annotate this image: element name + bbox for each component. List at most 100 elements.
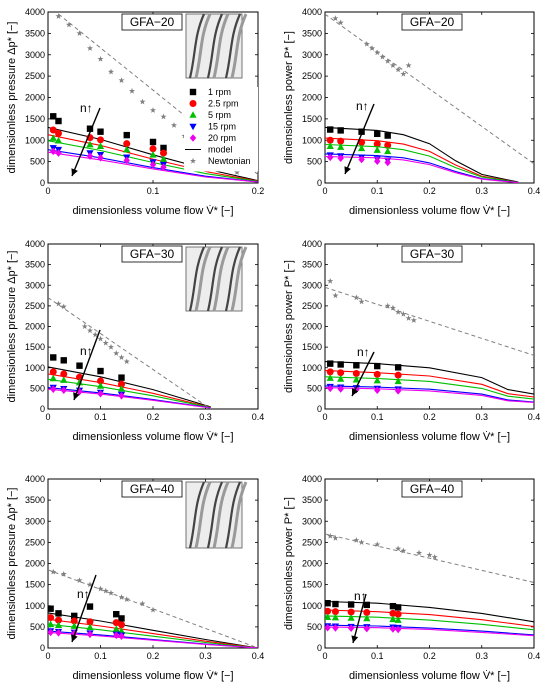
x-axis-label: dimensionless volume flow V̇* [−] [72,204,233,217]
speed-arrow [351,351,375,397]
data-point [389,625,397,633]
x-tick-label: 0 [322,186,327,196]
data-point [118,632,125,640]
data-point [358,128,365,135]
legend-label: model [208,145,233,155]
data-point [48,620,55,628]
y-tick-label: 2500 [25,301,45,311]
data-point [139,600,146,607]
legend-label: Newtonian [208,156,251,166]
y-tick-label: 1500 [25,342,45,352]
data-point [384,57,391,64]
series-newtonian [325,277,534,356]
data-point [55,117,62,125]
speed-arrow [352,593,367,644]
data-point [170,122,178,128]
data-point [118,392,125,400]
data-point [50,147,57,156]
y-tick-label: 3500 [302,260,322,270]
x-tick-label: 0.2 [423,186,436,196]
data-point [325,600,331,607]
legend-label: 15 rpm [208,122,236,132]
legend-label: 5 rpm [208,110,231,120]
data-point [86,140,94,148]
data-point [55,300,62,307]
data-point [410,317,417,323]
y-tick-label: 4000 [302,239,322,249]
series-newtonian [48,297,211,409]
speed-arrow-label: n↑ [356,99,369,113]
data-point [332,624,339,632]
data-point [384,141,392,149]
data-point [97,585,104,592]
data-point [400,547,407,554]
data-point [113,611,120,618]
data-point [65,21,73,28]
data-point [337,385,344,393]
data-point [50,354,57,361]
model-line [325,609,534,628]
x-tick-label: 0 [45,186,50,196]
y-tick-label: 3500 [25,28,45,38]
data-point [395,545,402,552]
data-point [374,49,381,56]
y-tick-label: 2500 [25,71,45,81]
data-point [389,609,397,617]
series-20-rpm [48,628,258,648]
data-point [331,613,340,621]
data-point [48,605,54,612]
series-20-rpm [325,384,534,403]
data-point [149,145,157,153]
data-point [337,19,344,26]
speed-arrow-head [71,168,78,176]
data-point [400,70,407,77]
data-point [374,157,381,165]
data-point [86,327,94,334]
data-point [50,385,57,393]
data-point [86,45,94,51]
model-line [325,626,534,637]
data-point [112,619,120,627]
data-point [347,608,355,616]
y-axis-label: dimensionless pressure Δp* [−] [6,488,18,640]
title-box [121,245,183,263]
panel-title: GFA−40 [130,482,175,496]
y-tick-label: 2000 [25,93,45,103]
data-point [60,376,68,383]
data-point [60,303,67,310]
speed-arrow [344,103,375,175]
data-point [60,386,67,395]
screw-shade [194,13,212,79]
y-tick-label: 1000 [25,135,45,145]
y-tick-label: 3500 [302,28,322,38]
screw-shade [230,246,248,312]
data-point [107,589,115,596]
data-point [337,127,344,134]
panel-title: GFA−20 [130,15,175,29]
plot-area [325,13,534,183]
panel-1: 0 500 1000 1500 2000 2500 3000 3500 4000 0 0.1 0.2 d… [6,7,264,217]
data-point [118,77,125,83]
x-axis-label: dimensionless volume flow V̇* [−] [349,669,510,682]
data-point [55,149,62,157]
speed-arrow-label: n↑ [357,345,370,359]
y-tick-label: 3500 [25,495,45,505]
data-point [97,389,104,398]
y-tick-label: 500 [307,157,322,167]
screw-flight [206,246,224,312]
data-point [118,621,125,629]
y-tick-label: 3500 [302,495,322,505]
data-point [379,53,386,60]
y-tick-label: 1500 [302,114,322,124]
data-point [327,153,334,162]
data-point [123,596,130,602]
data-point [123,145,131,153]
screw-shade [194,246,212,312]
data-point [54,621,63,628]
x-tick-label: 0.4 [528,186,541,196]
data-point [363,40,370,47]
y-tick-label: 2000 [302,322,322,332]
title-box [401,245,463,263]
speed-arrow [71,574,97,643]
